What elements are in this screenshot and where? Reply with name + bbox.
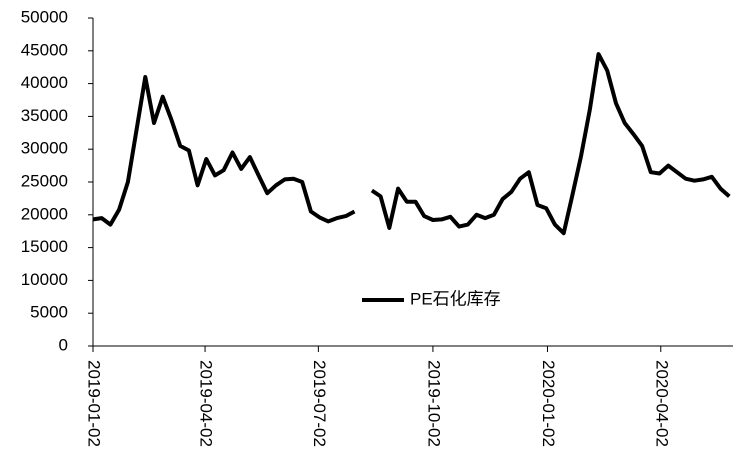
data-line (92, 52, 731, 236)
y-tick-label: 10000 (21, 270, 68, 289)
y-tick-label: 25000 (21, 171, 68, 190)
legend-label: PE石化库存 (410, 289, 501, 308)
x-tick-label: 2020-01-02 (539, 360, 558, 447)
y-tick-label: 35000 (21, 106, 68, 125)
y-tick-label: 40000 (21, 73, 68, 92)
x-tick-label: 2020-04-02 (652, 360, 671, 447)
x-tick-label: 2019-01-02 (85, 360, 104, 447)
y-tick-label: 20000 (21, 204, 68, 223)
x-tick-label: 2019-04-02 (197, 360, 216, 447)
y-tick-label: 45000 (21, 40, 68, 59)
y-tick-label: 0 (59, 335, 68, 354)
y-tick-label: 15000 (21, 237, 68, 256)
x-tick-label: 2019-10-02 (424, 360, 443, 447)
y-tick-label: 5000 (30, 303, 68, 322)
x-tick-label: 2019-07-02 (310, 360, 329, 447)
y-tick-label: 30000 (21, 139, 68, 158)
y-tick-label: 50000 (21, 7, 68, 26)
